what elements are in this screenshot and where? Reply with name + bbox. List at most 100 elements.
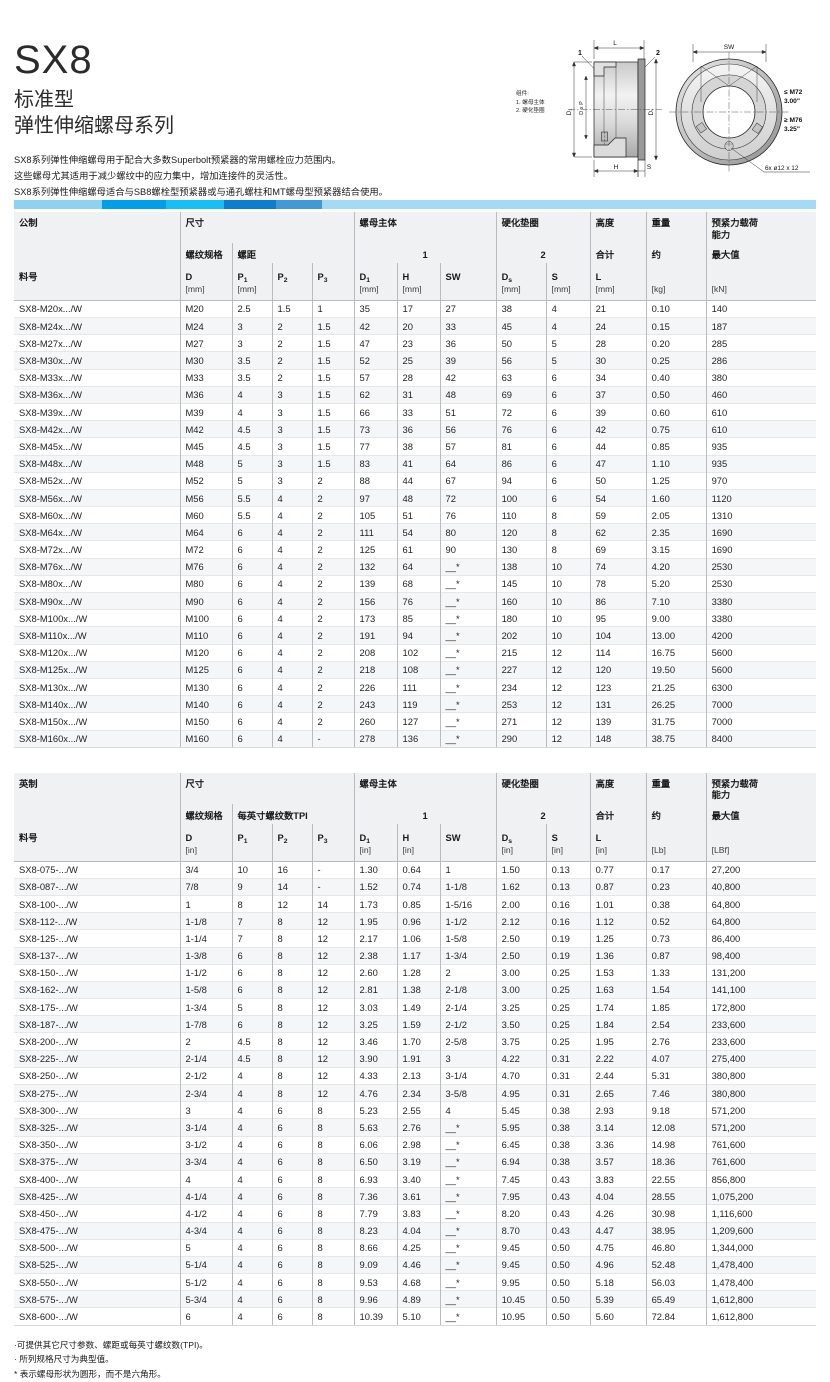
cell-value: 9.45 [495,1255,547,1274]
cell-value: M24 [179,317,232,335]
cell-value: 2-1/4 [179,1049,232,1068]
cell-value: 0.50 [545,1255,591,1274]
cell-value: 6 [231,523,272,541]
cell-value: 2.44 [589,1066,647,1085]
cell-value: 4 [271,712,312,731]
cell-part-number: SX8-150-.../W [14,963,180,982]
cell-value: 1.01 [589,894,647,913]
cell-value: 12 [311,1032,355,1051]
cell-value: 30.98 [645,1204,707,1222]
cell-part-number: SX8-137-.../W [14,946,180,965]
cell-value: 21.25 [645,677,707,696]
technical-drawing: 组件: 1. 螺母主体 2. 硬化垫圈 [516,14,816,189]
imperial-symbol-D1: D1 [353,824,398,845]
footnote-1: ·可提供其它尺寸参数、螺距或每英寸螺纹数(TPI)。 [14,1339,208,1350]
cell-value: 6 [271,1187,312,1205]
cell-value: 52 [353,351,398,370]
cell-value: __* [439,1290,497,1308]
cell-value: M90 [179,592,232,610]
cell-value: 68 [396,574,441,593]
cell-value: 290 [495,729,547,748]
table-row: SX8-M110x.../W M110 6 4 2 191 94 __* 202 10 104 13.… [14,626,817,645]
cell-value: 8 [271,1066,312,1085]
cell-value: 138 [495,557,547,576]
cell-value: 14 [271,877,312,896]
metric-unit-P1: [mm] [231,283,272,301]
cell-value: 3 [439,1049,497,1068]
cell-value: 44 [589,437,647,456]
cell-value: 1.36 [589,946,647,965]
cell-part-number: SX8-M27x.../W [14,334,180,352]
table-row: SX8-575-.../W 5-3/4 4 6 8 9.96 4.89 __* 10.45 0.5… [14,1290,817,1308]
metric-symbol-P1-index: 1 [243,277,248,285]
cell-value: 253 [495,695,547,713]
table-row: SX8-400-.../W 4 4 6 8 6.93 3.40 __* 7.45 0.43 3.83… [14,1169,817,1188]
hole-note-label: 6x ø12 x 12 [765,165,799,172]
cell-value: 4 [271,592,312,610]
cell-value: 120 [495,523,547,541]
cell-value: 19.50 [645,660,707,679]
cell-value: 0.50 [545,1307,591,1326]
cell-value: 7.10 [645,592,707,610]
cell-value: 2.05 [645,506,707,524]
cell-value: 57 [353,368,398,387]
cell-value: 0.10 [645,299,707,318]
cell-value: 5.45 [495,1101,547,1119]
cell-value: 57 [439,437,497,456]
cell-value: 4.07 [645,1049,707,1068]
metric-head-symbol-row: 料号 D P1 P2 P3 D1 H SW Ds S L [14,263,817,285]
cell-value: 97 [353,488,398,507]
cell-value: 98,400 [705,946,817,965]
cell-value: 77 [353,437,398,456]
cell-value: 1.52 [353,877,398,896]
cell-value: M100 [179,609,232,627]
metric-head-preload-line1: 预紧力载荷 [711,218,759,228]
bar-segment-1 [14,200,102,209]
cell-value: 4 [271,557,312,576]
cell-part-number: SX8-M24x.../W [14,317,180,335]
cell-part-number: SX8-075-.../W [14,860,180,879]
imperial-head-hardened-washer: 硬化垫圈 [495,772,591,804]
cell-value: 10 [231,860,272,879]
cell-value: 3.00 [495,963,547,982]
cell-value: 2 [311,574,355,593]
cell-value: 0.17 [645,860,707,879]
imperial-symbol-P2-base: P [277,833,284,844]
cell-value: 62 [589,523,647,541]
cell-value: 278 [353,729,398,748]
cell-value: 226 [353,677,398,696]
cell-value: 2 [311,626,355,645]
metric-head-height-sub: 合计 [589,243,647,264]
imperial-head-thread-spec: 螺纹规格 [179,803,232,825]
cell-value: 6 [231,540,272,559]
cell-value: 3.61 [396,1187,441,1205]
cell-value: 5.63 [353,1118,398,1137]
cell-value: 12 [311,1083,355,1102]
cell-part-number: SX8-M60x.../W [14,506,180,524]
cell-value: 2-1/4 [439,998,497,1016]
cell-value: 8 [311,1101,355,1119]
cell-value: 12 [545,712,591,731]
cell-value: 2.76 [396,1118,441,1137]
cell-value: __* [439,1238,497,1257]
page-title: SX8 [14,38,93,82]
note-small-thread: ≤ M72 [784,89,803,96]
imperial-head-nut-body: 螺母主体 [353,772,497,804]
cell-value: 88 [353,471,398,490]
metric-symbol-P3-index: 3 [323,277,328,285]
cell-value: 0.31 [545,1083,591,1102]
cell-value: 1-3/4 [179,998,232,1016]
cell-value: 6.06 [353,1135,398,1154]
cell-value: 2 [311,488,355,507]
cell-value: 6 [271,1118,312,1137]
metric-spec-table: 公制 尺寸 螺母主体 硬化垫圈 高度 重量 预紧力载荷 能力 螺纹规格 螺距 1… [14,212,817,748]
cell-value: 4 [271,729,312,748]
cell-value: 39 [439,351,497,370]
cell-value: 4 [271,523,312,541]
table-row: SX8-175-.../W 1-3/4 5 8 12 3.03 1.49 2-1/4 3.25 0… [14,998,817,1016]
cell-value: 3.5 [231,368,272,387]
cell-value: 8 [311,1307,355,1326]
cell-value: 187 [705,317,817,335]
cell-value: 2.65 [589,1083,647,1102]
cell-value: 2-5/8 [439,1032,497,1051]
